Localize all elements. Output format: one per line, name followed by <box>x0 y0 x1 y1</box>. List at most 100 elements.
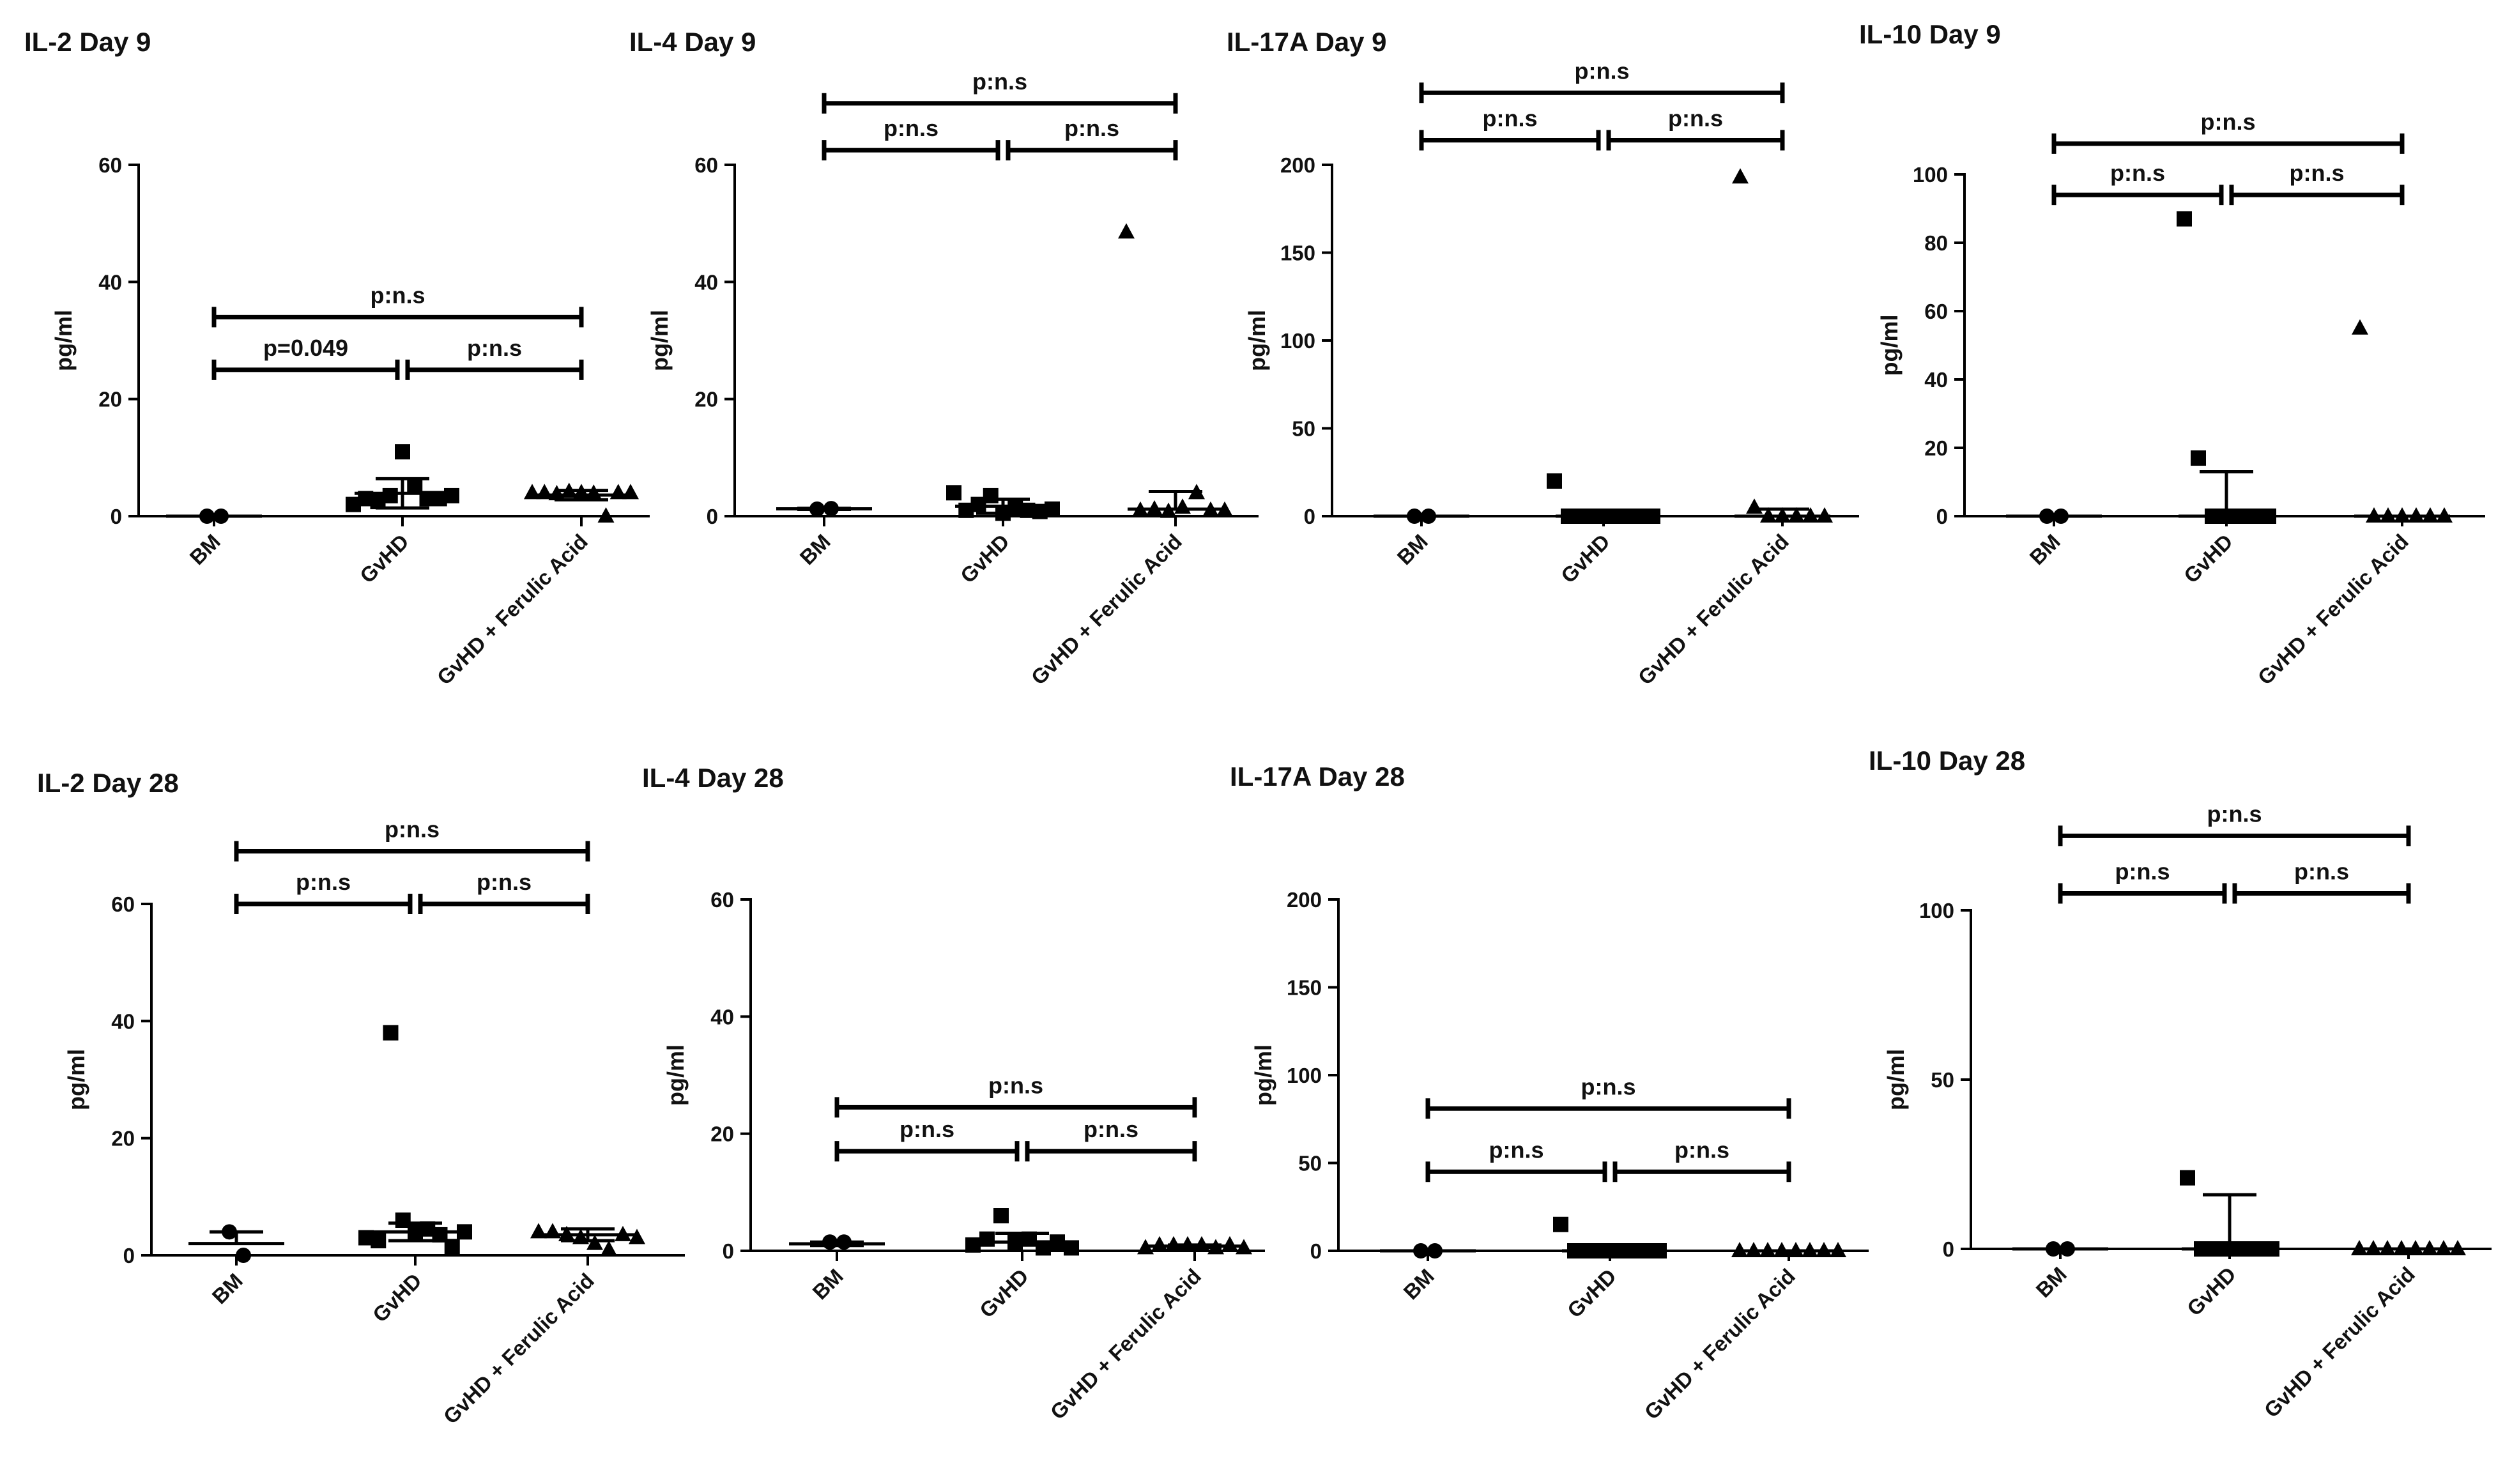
chart-title: IL-4 Day 28 <box>642 763 784 793</box>
y-tick-label: 20 <box>710 1122 734 1146</box>
y-tick-label: 100 <box>1287 1064 1322 1087</box>
category-label: GvHD <box>1563 1264 1621 1322</box>
data-point <box>2352 319 2368 335</box>
category-label: GvHD <box>956 530 1014 588</box>
p-value-label: p:n.s <box>296 869 351 895</box>
category-label: GvHD <box>2182 1262 2240 1320</box>
y-tick-label: 100 <box>1913 163 1948 187</box>
y-axis-label: pg/ml <box>63 1049 89 1110</box>
p-value-label: p:n.s <box>900 1116 954 1142</box>
chart-panel: IL-10 Day 28 0 50 100 pg/ml BM GvHD GvHD + Feru… <box>1869 746 2492 1422</box>
data-point <box>1746 498 1763 514</box>
data-point <box>371 1233 387 1249</box>
p-value-label: p:n.s <box>2115 859 2170 885</box>
data-point <box>236 1248 251 1263</box>
category-label: BM <box>1398 1264 1438 1304</box>
data-point <box>1216 501 1233 517</box>
data-point <box>1830 1242 1846 1257</box>
category-label: GvHD + Ferulic Acid <box>1634 530 1793 689</box>
data-point <box>548 485 565 501</box>
category-label: GvHD <box>355 530 413 588</box>
y-tick-label: 0 <box>723 1239 734 1263</box>
data-point <box>1045 501 1060 517</box>
data-point <box>1236 1239 1252 1255</box>
y-tick-label: 0 <box>1310 1239 1322 1263</box>
y-tick-label: 50 <box>1298 1152 1322 1175</box>
y-tick-label: 40 <box>1924 368 1948 392</box>
data-point <box>622 484 639 500</box>
y-tick-label: 0 <box>123 1244 135 1267</box>
y-tick-label: 50 <box>1292 417 1315 441</box>
data-point <box>536 484 553 500</box>
data-point <box>382 487 398 503</box>
chart-title: IL-17A Day 9 <box>1227 27 1387 57</box>
p-value-label: p:n.s <box>1483 105 1538 132</box>
y-tick-label: 20 <box>98 388 122 411</box>
p-value-label: p:n.s <box>477 869 532 895</box>
y-tick-label: 200 <box>1280 153 1315 177</box>
data-point <box>629 1228 645 1244</box>
category-label: GvHD <box>975 1264 1033 1322</box>
category-label: GvHD + Ferulic Acid <box>2260 1262 2419 1422</box>
y-tick-label: 40 <box>111 1009 135 1033</box>
p-value-label: p:n.s <box>2110 160 2165 186</box>
category-label: BM <box>2025 530 2064 569</box>
data-point <box>979 1231 995 1247</box>
data-point <box>965 1237 981 1253</box>
data-point <box>586 1234 603 1250</box>
y-tick-label: 80 <box>1924 231 1948 255</box>
y-axis-label: pg/ml <box>1883 1049 1909 1110</box>
data-point <box>1553 1216 1568 1232</box>
p-value-label: p:n.s <box>1064 115 1119 141</box>
y-tick-label: 40 <box>98 270 122 294</box>
p-value-label: p:n.s <box>2290 160 2345 186</box>
p-value-label: p:n.s <box>1489 1136 1544 1163</box>
p-value-label: p:n.s <box>1084 1116 1138 1142</box>
category-label: BM <box>2031 1262 2071 1302</box>
category-label: BM <box>808 1264 847 1304</box>
y-tick-label: 20 <box>111 1127 135 1151</box>
p-value-label: p:n.s <box>988 1072 1043 1098</box>
y-tick-label: 0 <box>707 505 718 528</box>
p-value-label: p:n.s <box>385 816 440 843</box>
y-tick-label: 100 <box>1919 899 1954 922</box>
data-point <box>2449 1240 2466 1255</box>
y-axis-label: pg/ml <box>50 310 77 371</box>
y-axis-label: pg/ml <box>1250 1044 1276 1106</box>
p-value-label: p:n.s <box>2207 800 2262 827</box>
data-point <box>2177 211 2192 227</box>
y-tick-label: 60 <box>710 888 734 912</box>
y-tick-label: 0 <box>111 505 122 528</box>
y-tick-label: 60 <box>98 153 122 177</box>
chart-panel: IL-2 Day 28 0 20 40 60 pg/ml BM GvHD GvHD + Feru… <box>37 768 685 1428</box>
data-point <box>444 487 459 503</box>
category-label: BM <box>795 530 834 569</box>
category-label: GvHD + Ferulic Acid <box>1640 1264 1800 1424</box>
chart-title: IL-17A Day 28 <box>1230 761 1405 792</box>
p-value-label: p:n.s <box>1674 1136 1729 1163</box>
data-point <box>2351 1240 2368 1255</box>
chart-panel: IL-2 Day 9 0 20 40 60 pg/ml BM GvHD GvHD + Ferul… <box>24 27 650 689</box>
y-tick-label: 150 <box>1287 976 1322 1000</box>
y-axis-label: pg/ml <box>647 310 673 371</box>
data-point <box>597 507 615 523</box>
data-point <box>1732 168 1749 184</box>
data-point <box>395 444 410 460</box>
y-tick-label: 200 <box>1287 888 1322 912</box>
p-value-label: p=0.049 <box>263 335 348 361</box>
y-tick-label: 50 <box>1931 1068 1954 1092</box>
chart-title: IL-10 Day 28 <box>1869 746 2025 776</box>
chart-title: IL-10 Day 9 <box>1859 19 2001 49</box>
category-label: GvHD <box>368 1269 426 1327</box>
p-value-label: p:n.s <box>371 282 425 308</box>
data-point <box>444 1239 460 1255</box>
category-label: GvHD + Ferulic Acid <box>439 1269 599 1428</box>
data-point <box>1731 1242 1748 1257</box>
data-point <box>383 1025 399 1041</box>
category-label: GvHD + Ferulic Acid <box>1027 530 1186 689</box>
data-point <box>993 1208 1009 1223</box>
category-label: GvHD + Ferulic Acid <box>1046 1264 1206 1424</box>
y-tick-label: 40 <box>710 1005 734 1029</box>
y-tick-label: 0 <box>1936 505 1948 528</box>
